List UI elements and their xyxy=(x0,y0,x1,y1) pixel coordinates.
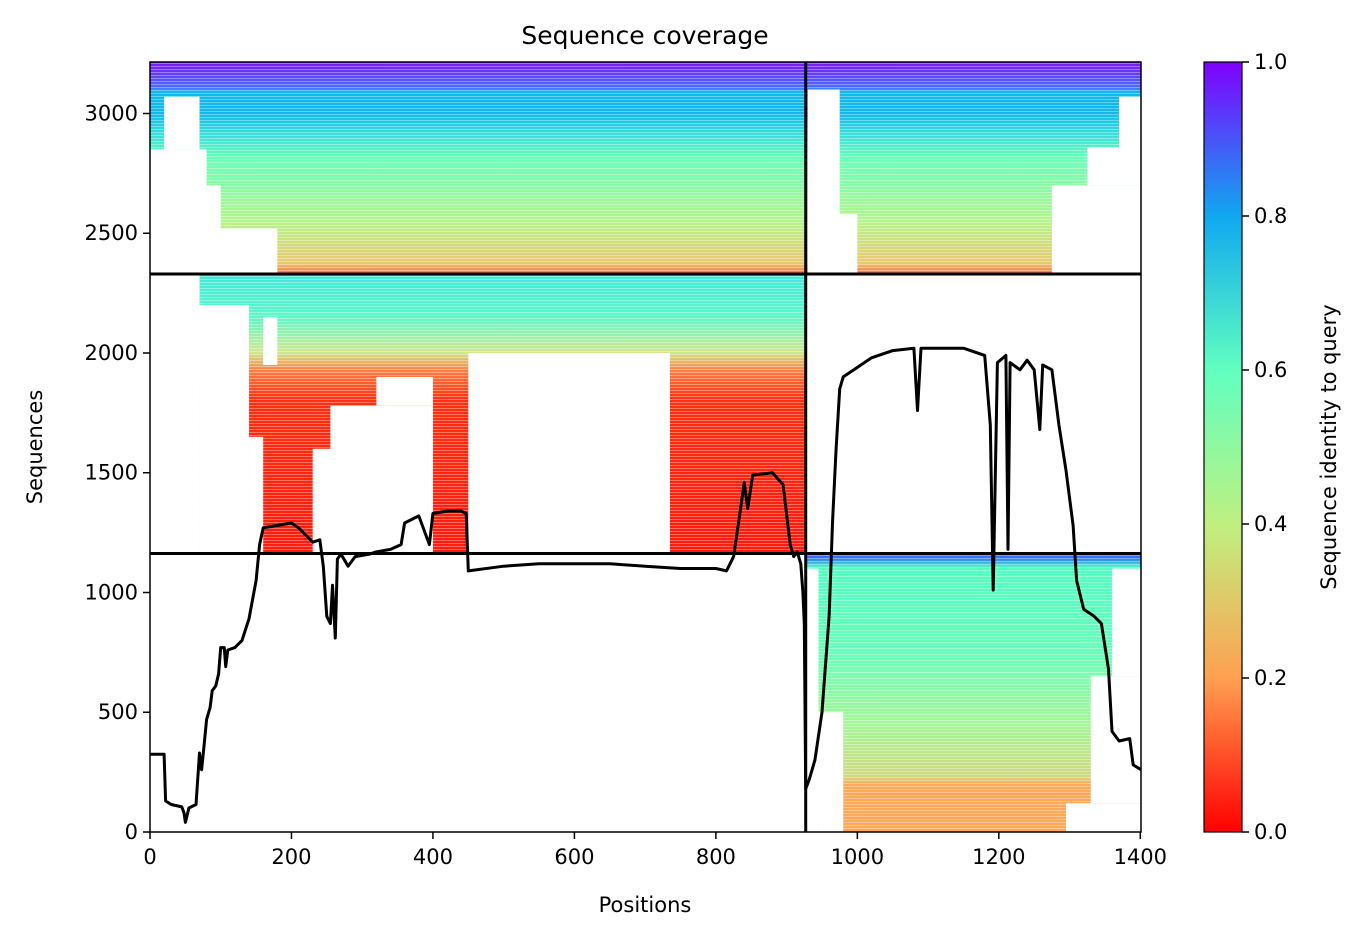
heatmap-gap-0 xyxy=(164,96,200,150)
heatmap-gap-15 xyxy=(1087,147,1141,186)
y-axis-ticks: 0 500 1000 1500 2000 2500 3000 xyxy=(85,101,150,844)
x-axis-ticks: 0 200 400 600 800 1000 1200 1400 xyxy=(143,832,1167,869)
x-tick-label: 1000 xyxy=(831,845,884,869)
colorbar-label: Sequence identity to query xyxy=(1317,304,1341,589)
y-tick-label: 0 xyxy=(125,820,138,844)
heatmap-gap-13 xyxy=(807,214,858,274)
x-axis-label: Positions xyxy=(599,893,692,917)
y-axis-label: Sequences xyxy=(23,390,47,505)
y-tick-label: 2000 xyxy=(85,341,138,365)
heatmap-gap-17 xyxy=(805,273,1141,554)
heatmap-gap-7 xyxy=(468,352,670,554)
heatmap-gap-3 xyxy=(150,228,278,274)
colorbar-tick-label: 0.0 xyxy=(1254,820,1287,844)
colorbar-tick-label: 0.2 xyxy=(1254,666,1287,690)
heatmap-gap-6 xyxy=(249,436,264,554)
y-tick-label: 500 xyxy=(98,700,138,724)
x-tick-label: 400 xyxy=(413,845,453,869)
x-tick-label: 1200 xyxy=(972,845,1025,869)
x-tick-label: 800 xyxy=(696,845,736,869)
colorbar-tick-label: 0.4 xyxy=(1254,512,1287,536)
y-tick-label: 1500 xyxy=(85,461,138,485)
colorbar-tick-label: 1.0 xyxy=(1254,50,1287,74)
colorbar-tick-label: 0.8 xyxy=(1254,204,1287,228)
x-tick-label: 0 xyxy=(143,845,156,869)
x-tick-label: 200 xyxy=(271,845,311,869)
heatmap-gap-4 xyxy=(150,273,200,554)
heatmap-gap-21 xyxy=(1090,676,1141,804)
y-tick-label: 2500 xyxy=(85,221,138,245)
y-tick-label: 3000 xyxy=(85,101,138,125)
coverage-heatmap xyxy=(150,62,1141,832)
heatmap-gap-8 xyxy=(330,405,433,554)
colorbar-ticks: 0.0 0.2 0.4 0.6 0.8 1.0 xyxy=(1242,50,1287,844)
heatmap-gap-5 xyxy=(199,305,250,554)
colorbar-tick-label: 0.6 xyxy=(1254,358,1287,382)
heatmap-gap-11 xyxy=(263,317,278,365)
heatmap-gap-19 xyxy=(818,712,844,832)
x-tick-label: 600 xyxy=(554,845,594,869)
heatmap-gap-20 xyxy=(1066,803,1141,832)
heatmap-gap-9 xyxy=(376,376,433,406)
colorbar xyxy=(1203,61,1243,833)
chart-title: Sequence coverage xyxy=(521,21,768,50)
heatmap-gap-18 xyxy=(805,568,819,832)
heatmap-empty-lower-left xyxy=(150,553,806,832)
y-tick-label: 1000 xyxy=(85,580,138,604)
heatmap-gap-14 xyxy=(1051,185,1141,274)
heatmap-gap-10 xyxy=(312,448,334,554)
plot-frame xyxy=(149,61,1142,833)
coverage-curve xyxy=(150,346,1142,824)
heatmap-gap-16 xyxy=(1119,96,1141,148)
x-tick-label: 1400 xyxy=(1114,845,1167,869)
heatmap-gap-22 xyxy=(1111,568,1141,677)
